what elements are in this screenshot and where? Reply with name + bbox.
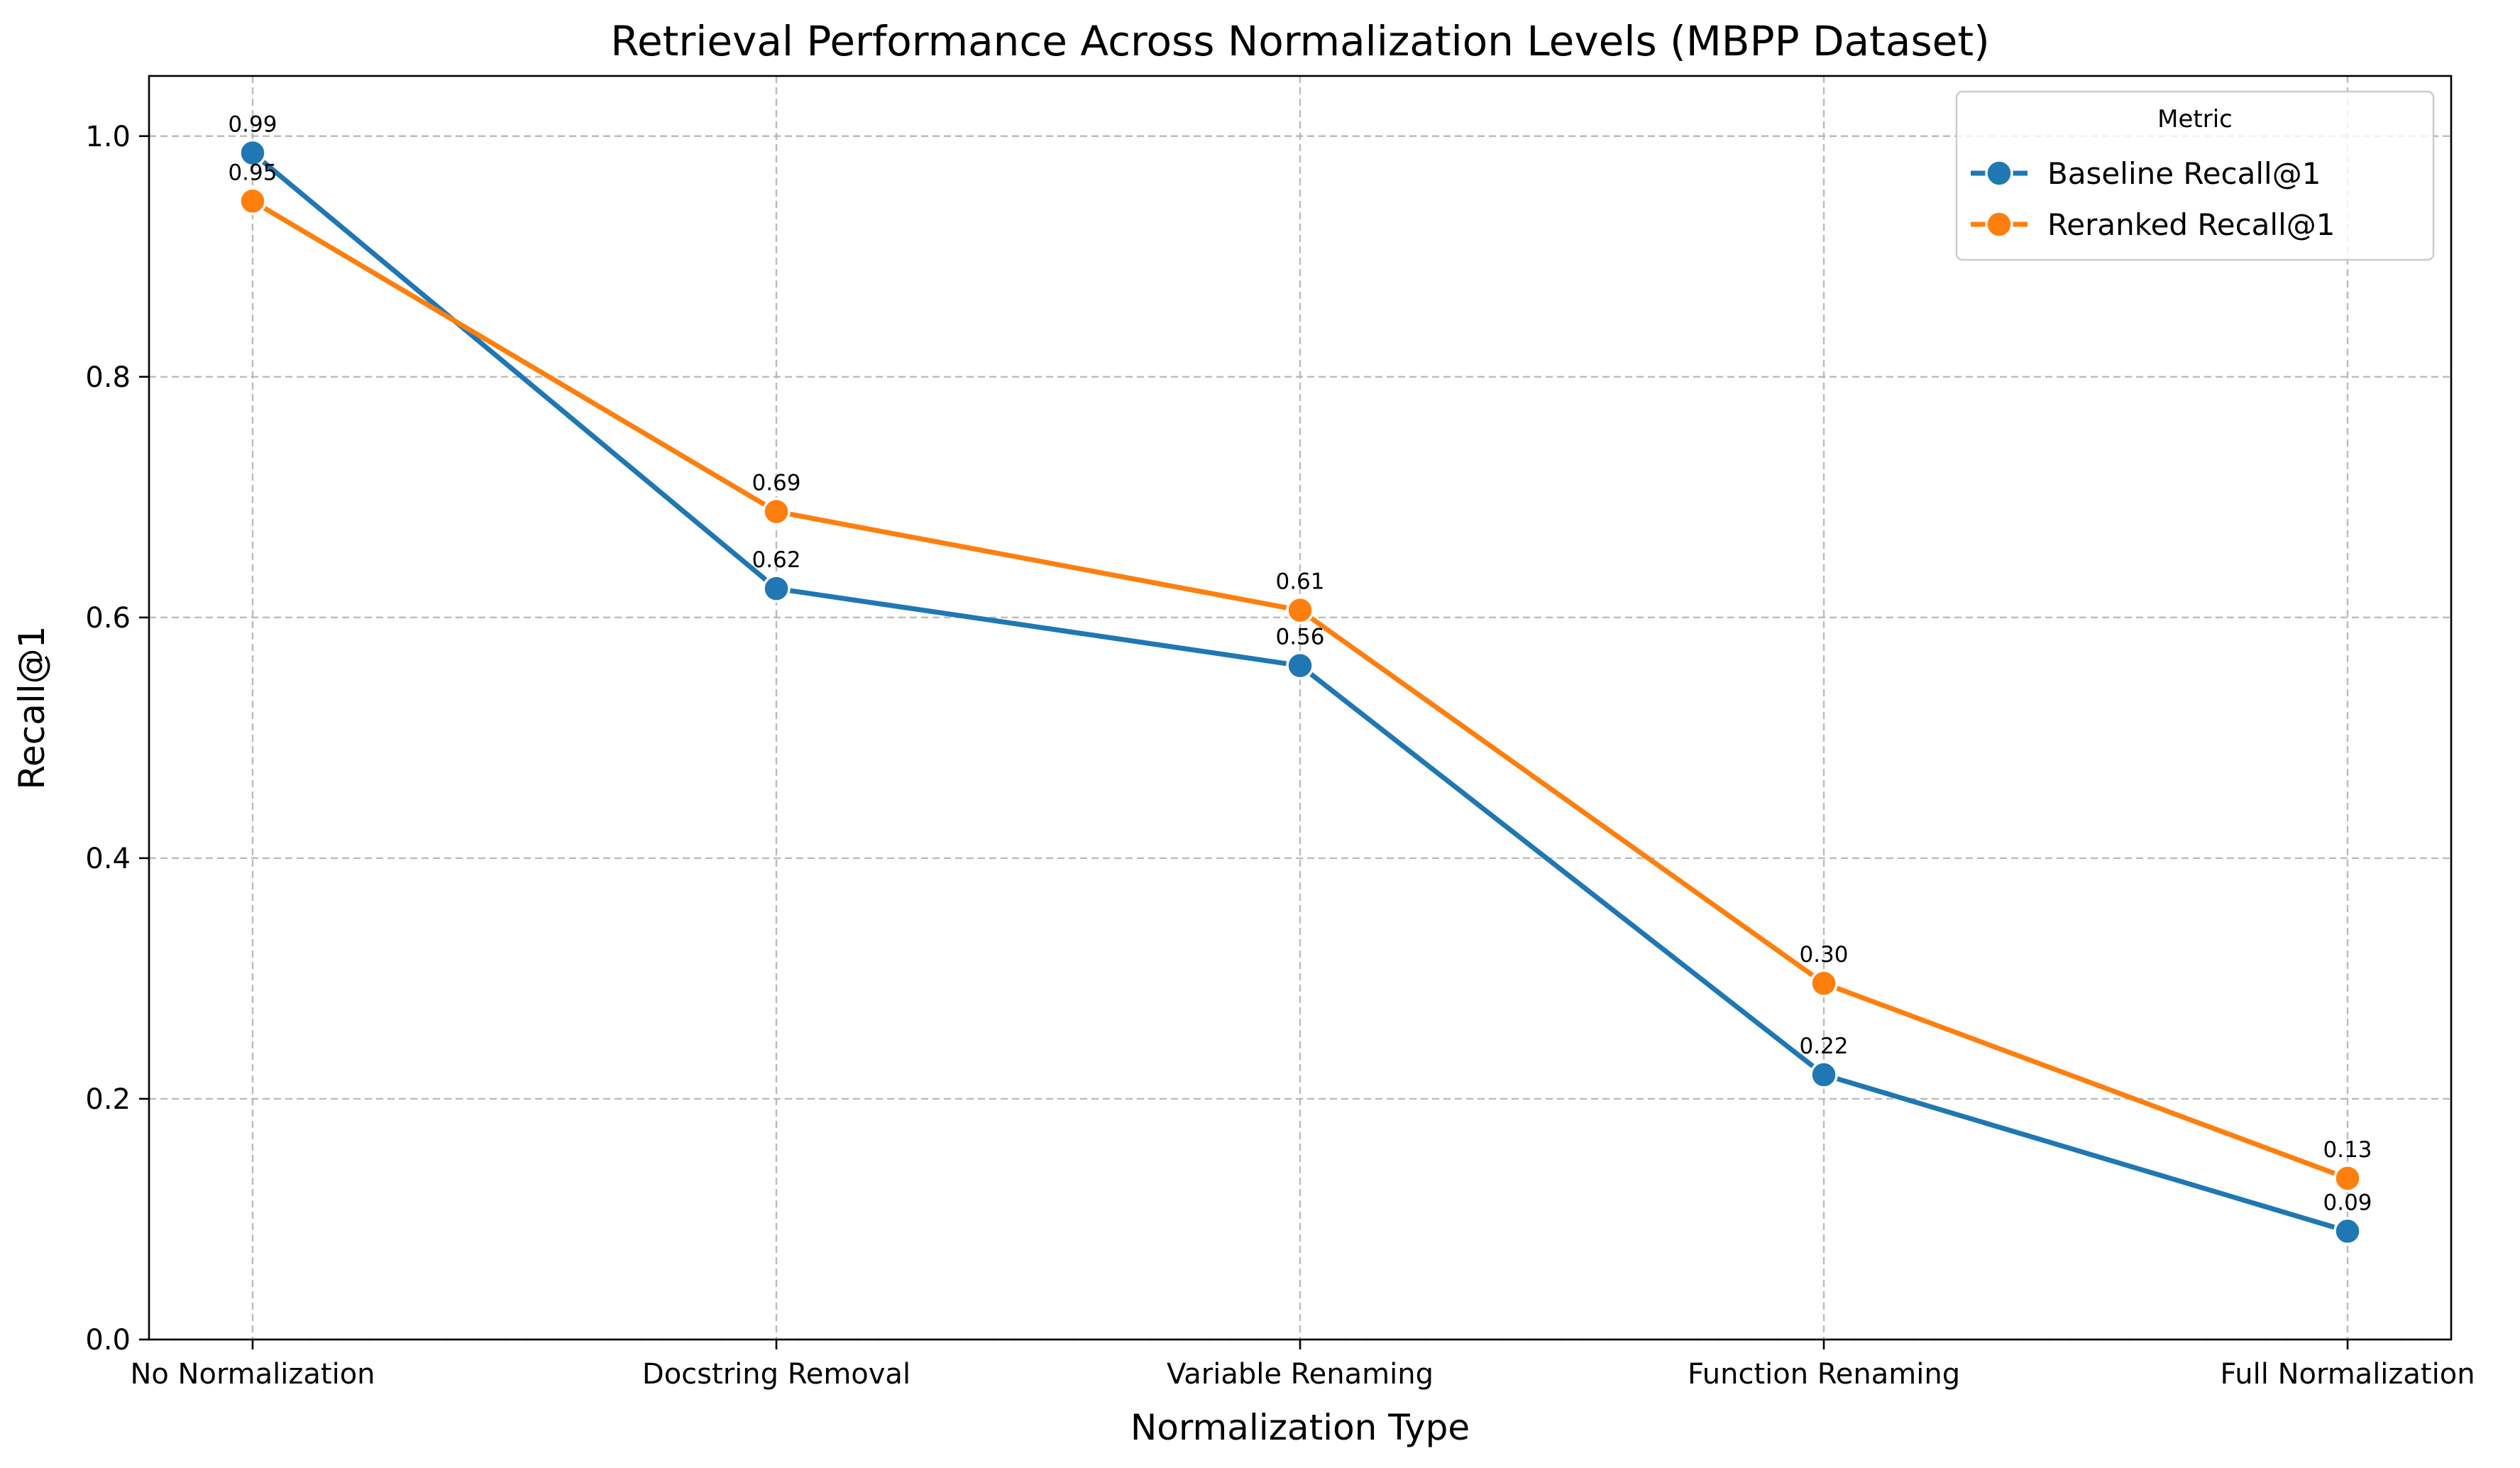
- series-2-point: [1810, 969, 1838, 997]
- y-axis-title: Recall@1: [11, 626, 53, 790]
- series-1-point: [238, 138, 267, 168]
- chart-title: Retrieval Performance Across Normalizati…: [610, 17, 1989, 65]
- data-label: 0.30: [1799, 942, 1848, 968]
- x-tick-label: Docstring Removal: [642, 1358, 910, 1391]
- legend-label-2: Reranked Recall@1: [2047, 207, 2335, 242]
- series-2-point: [1286, 596, 1314, 625]
- data-label: 0.22: [1799, 1034, 1848, 1059]
- y-tick-label: 1.0: [85, 121, 131, 153]
- y-tick-label: 0.0: [85, 1324, 131, 1357]
- legend: Metric Baseline Recall@1 Reranked Recall@…: [1955, 90, 2435, 261]
- legend-title: Metric: [2157, 105, 2233, 133]
- data-label: 0.69: [752, 471, 800, 496]
- data-label: 0.99: [228, 111, 277, 137]
- data-label: 0.61: [1275, 569, 1324, 595]
- series-1-point: [1810, 1061, 1838, 1089]
- series-1-point: [2333, 1217, 2362, 1246]
- x-tick-label: No Normalization: [130, 1358, 375, 1391]
- x-tick-label: Full Normalization: [2220, 1358, 2475, 1391]
- data-label: 0.09: [2323, 1190, 2372, 1215]
- y-tick-label: 0.4: [85, 843, 131, 875]
- x-tick-label: Function Renaming: [1688, 1358, 1960, 1391]
- series-2-point: [762, 497, 791, 526]
- x-axis-title: Normalization Type: [1130, 1407, 1470, 1448]
- x-tick-label: Variable Renaming: [1167, 1358, 1434, 1391]
- legend-label-1: Baseline Recall@1: [2047, 156, 2321, 191]
- data-label: 0.56: [1275, 625, 1324, 650]
- series: [238, 138, 2362, 1246]
- y-tick-label: 0.2: [85, 1083, 131, 1116]
- legend-marker-2: [1985, 210, 2013, 239]
- series-2-point: [238, 187, 267, 216]
- y-tick-label: 0.8: [85, 361, 131, 394]
- data-label: 0.95: [228, 160, 277, 185]
- series-1-point: [762, 574, 791, 603]
- data-label: 0.13: [2323, 1137, 2372, 1163]
- y-tick-label: 0.6: [85, 602, 131, 635]
- series-2-point: [2333, 1164, 2362, 1193]
- data-label: 0.62: [752, 547, 800, 573]
- data-labels: 0.99 0.62 0.56 0.22 0.09 0.95 0.69 0.61 0.30 0.13: [228, 111, 2372, 1215]
- legend-box: [1955, 90, 2435, 261]
- axis-ticks: No Normalization Docstring Removal Variabl…: [85, 121, 2475, 1391]
- series-1-point: [1286, 651, 1314, 680]
- legend-marker-1: [1985, 159, 2013, 187]
